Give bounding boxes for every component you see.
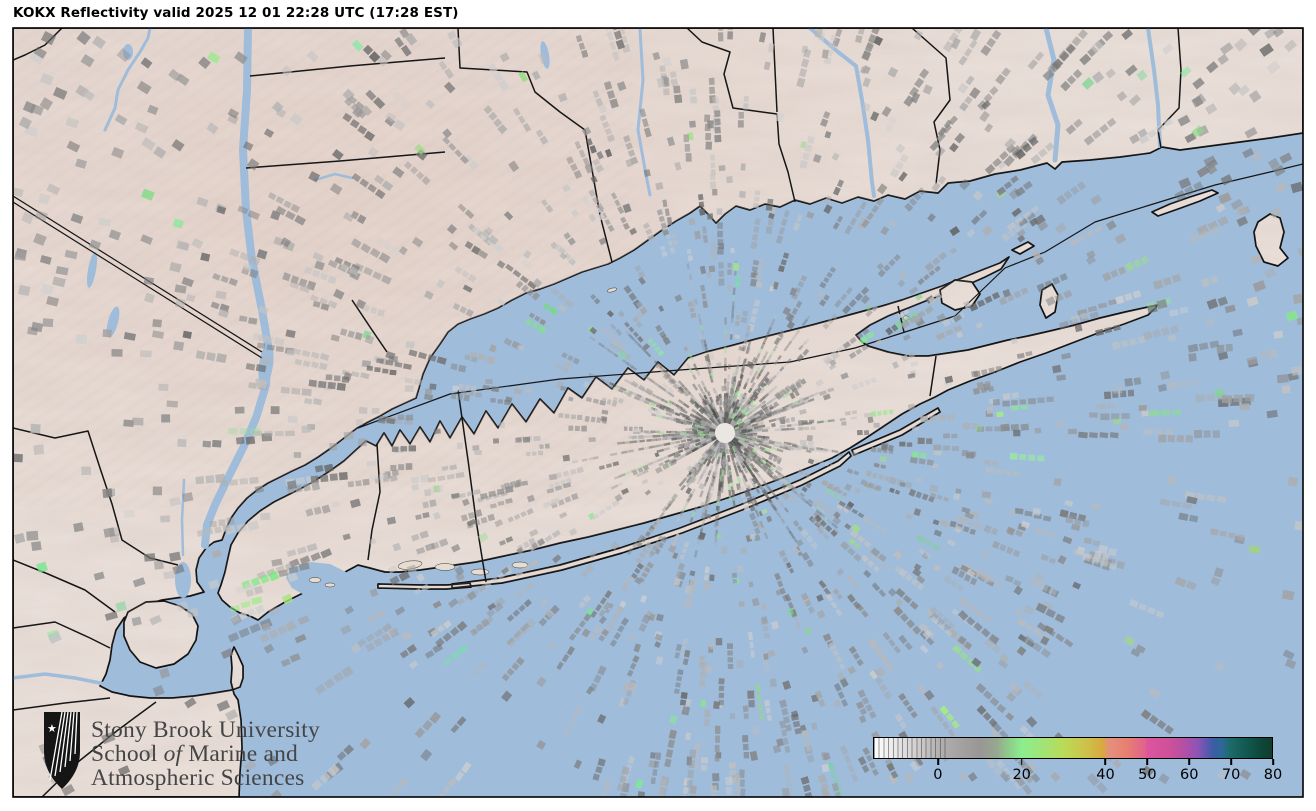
colorbar-tick-label: 60 (1179, 767, 1199, 783)
wallkill-river (103, 28, 152, 132)
hackensack-river (180, 478, 186, 557)
radar-site-marker (715, 423, 735, 443)
colorbar-tick-label: 0 (933, 767, 943, 783)
colorbar-stepped-region (874, 738, 950, 758)
colorbar-tick-mark (1272, 759, 1274, 765)
colorbar-tick-mark (1146, 759, 1149, 765)
colorbar-tick-label: 70 (1221, 767, 1241, 783)
colorbar-tick-label: 40 (1096, 767, 1115, 783)
colorbar-tick-label: 50 (1138, 767, 1157, 783)
croton-reservoir (313, 172, 354, 182)
ny-nj-state-line (13, 195, 263, 359)
colorbar-tick-mark (1188, 759, 1191, 765)
marine-boundary-line (357, 163, 1303, 429)
colorbar-tick-label: 80 (1263, 767, 1283, 783)
sbu-shield-icon: ★ (44, 711, 80, 789)
haverstraw-bay (258, 343, 274, 387)
colorbar-tick-mark (1104, 759, 1107, 765)
colorbar-gradient (873, 737, 1273, 759)
logo-text: Stony Brook University School of Marine … (91, 718, 320, 790)
map-border (12, 27, 1304, 798)
reflectivity-colorbar: 0 20 40 50 60 70 80 (873, 737, 1282, 797)
radar-clutter-field (13, 28, 1303, 797)
logo-line-3: Atmospheric Sciences (91, 765, 305, 791)
logo-line-1: Stony Brook University (91, 717, 320, 743)
county-boundaries (13, 28, 1303, 797)
connecticut-river (1043, 28, 1061, 163)
raritan-river (13, 672, 124, 692)
shield-star: ★ (47, 722, 57, 735)
colorbar-tick-mark (1020, 759, 1023, 765)
quinnipiac-river (636, 28, 652, 197)
sbu-logo: ★ Stony Brook University School of Marin… (42, 710, 320, 792)
logo-line-2: School of Marine and (91, 741, 298, 767)
colorbar-tick-label: 20 (1012, 767, 1031, 783)
colorbar-tick-mark (1230, 759, 1232, 765)
figure-title: KOKX Reflectivity valid 2025 12 01 22:28… (13, 5, 459, 21)
colorbar-tick-mark (937, 759, 939, 765)
housatonic-river (808, 28, 876, 198)
